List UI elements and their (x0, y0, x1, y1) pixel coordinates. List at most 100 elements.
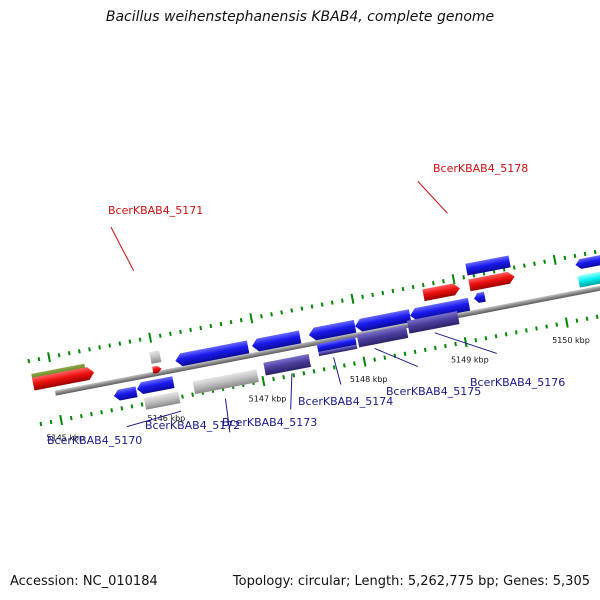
accession-text: Accession: NC_010184 (10, 574, 158, 589)
minor-tick (391, 288, 395, 294)
gene-feature-blue-5173[interactable] (251, 330, 302, 352)
minor-tick (342, 363, 346, 368)
minor-tick (454, 341, 457, 347)
minor-tick (310, 304, 314, 309)
minor-tick (100, 410, 103, 415)
gene-label-5174[interactable]: BcerKBAB4_5174 (298, 395, 393, 408)
minor-tick (525, 328, 528, 333)
gene-feature-cyan-right[interactable] (577, 267, 600, 288)
minor-tick (340, 298, 344, 303)
minor-tick (57, 353, 61, 358)
minor-tick (292, 373, 296, 378)
minor-tick (110, 408, 114, 413)
gene-label-5170[interactable]: BcerKBAB4_5170 (47, 434, 142, 447)
gene-feature-blue-5174-lower[interactable] (316, 336, 357, 353)
minor-tick (300, 306, 304, 311)
minor-tick (512, 265, 516, 270)
major-tick (249, 313, 254, 324)
minor-tick (403, 351, 407, 356)
minor-tick (239, 318, 243, 323)
gene-feature-purple-5175[interactable] (356, 325, 409, 348)
gene-feature-blue-5175[interactable] (354, 309, 412, 332)
gene-label-5178[interactable]: BcerKBAB4_5178 (433, 162, 528, 175)
major-tick (350, 293, 355, 304)
minor-tick (90, 412, 93, 417)
minor-tick (79, 413, 83, 419)
minor-tick (128, 339, 132, 344)
gene-label-5171[interactable]: BcerKBAB4_5171 (108, 204, 203, 217)
minor-tick (373, 357, 377, 362)
minor-tick (69, 415, 73, 421)
tick-label: 5148 kbp (350, 375, 388, 384)
gene-feature-red-5178a[interactable] (422, 282, 461, 302)
minor-tick (543, 259, 546, 264)
gene-feature-red-small[interactable] (152, 365, 162, 374)
gene-feature-purple-5176[interactable] (407, 311, 460, 334)
outer-tick-ring (27, 249, 597, 364)
minor-tick (494, 334, 498, 339)
tick-label-group: 5145 kbp 5146 kbp 5147 kbp 5148 kbp 5149 kbp… (46, 336, 589, 442)
leader-5174 (333, 357, 342, 385)
genome-title: Bacillus weihenstephanensis KBAB4, compl… (105, 9, 495, 25)
minor-tick (413, 349, 417, 355)
minor-tick (260, 314, 263, 319)
minor-tick (49, 419, 53, 425)
minor-tick (442, 279, 445, 284)
minor-tick (462, 275, 466, 280)
major-tick (552, 254, 557, 265)
minor-tick (138, 337, 142, 342)
leader-5170 (126, 410, 182, 428)
gene-feature-blue-small[interactable] (473, 291, 486, 304)
minor-tick (78, 349, 81, 354)
gene-feature-blue-5170a[interactable] (113, 386, 138, 401)
leader-5176 (434, 332, 497, 354)
gene-feature-red-large[interactable] (32, 366, 95, 391)
gene-feature-blue-5176[interactable] (409, 297, 471, 322)
gene-feature-gray-5170[interactable] (143, 391, 181, 410)
minor-tick (67, 351, 71, 356)
major-tick (59, 414, 64, 426)
genome-summary: Topology: circular; Length: 5,262,775 bp… (232, 574, 590, 589)
leader-5173 (290, 373, 293, 410)
gene-feature-blue-5172[interactable] (174, 340, 250, 367)
minor-tick (322, 367, 326, 372)
minor-tick (484, 336, 488, 341)
minor-tick (280, 310, 284, 315)
major-tick (261, 375, 266, 387)
minor-tick (181, 394, 184, 399)
minor-tick (545, 324, 548, 329)
gene-label-5175[interactable]: BcerKBAB4_5175 (386, 385, 481, 398)
major-tick (47, 352, 51, 363)
minor-tick (130, 404, 134, 409)
minor-tick (219, 321, 223, 327)
minor-tick (371, 292, 375, 298)
gene-feature-blue-5174[interactable] (308, 319, 357, 342)
leader-5172 (224, 398, 231, 433)
gene-label-5176[interactable]: BcerKBAB4_5176 (470, 376, 565, 389)
minor-tick (140, 402, 144, 407)
minor-tick (158, 333, 162, 338)
gene-feature-purple-5174[interactable] (318, 344, 358, 357)
minor-tick (535, 326, 538, 331)
gene-feature-blue-5170b[interactable] (136, 376, 175, 395)
gene-feature-purple-5173[interactable] (263, 354, 311, 376)
gene-label-5172[interactable]: BcerKBAB4_5172 (145, 419, 240, 432)
minor-tick (474, 338, 478, 343)
minor-tick (401, 286, 405, 292)
minor-tick (98, 345, 101, 350)
gene-feature-gray-small[interactable] (149, 350, 162, 364)
minor-tick (330, 300, 334, 305)
minor-tick (595, 314, 599, 319)
gene-feature-blue-right[interactable] (575, 251, 600, 270)
minor-tick (120, 406, 124, 411)
minor-tick (555, 322, 559, 327)
gene-feature-red-5178b[interactable] (468, 271, 515, 292)
minor-tick (169, 331, 172, 336)
gene-label-5173[interactable]: BcerKBAB4_5173 (222, 416, 317, 429)
gene-feature-blue-5178[interactable] (465, 255, 511, 276)
minor-tick (575, 318, 579, 323)
gene-feature-gray-5172[interactable] (192, 369, 259, 395)
minor-tick (411, 284, 415, 290)
minor-tick (88, 347, 91, 352)
